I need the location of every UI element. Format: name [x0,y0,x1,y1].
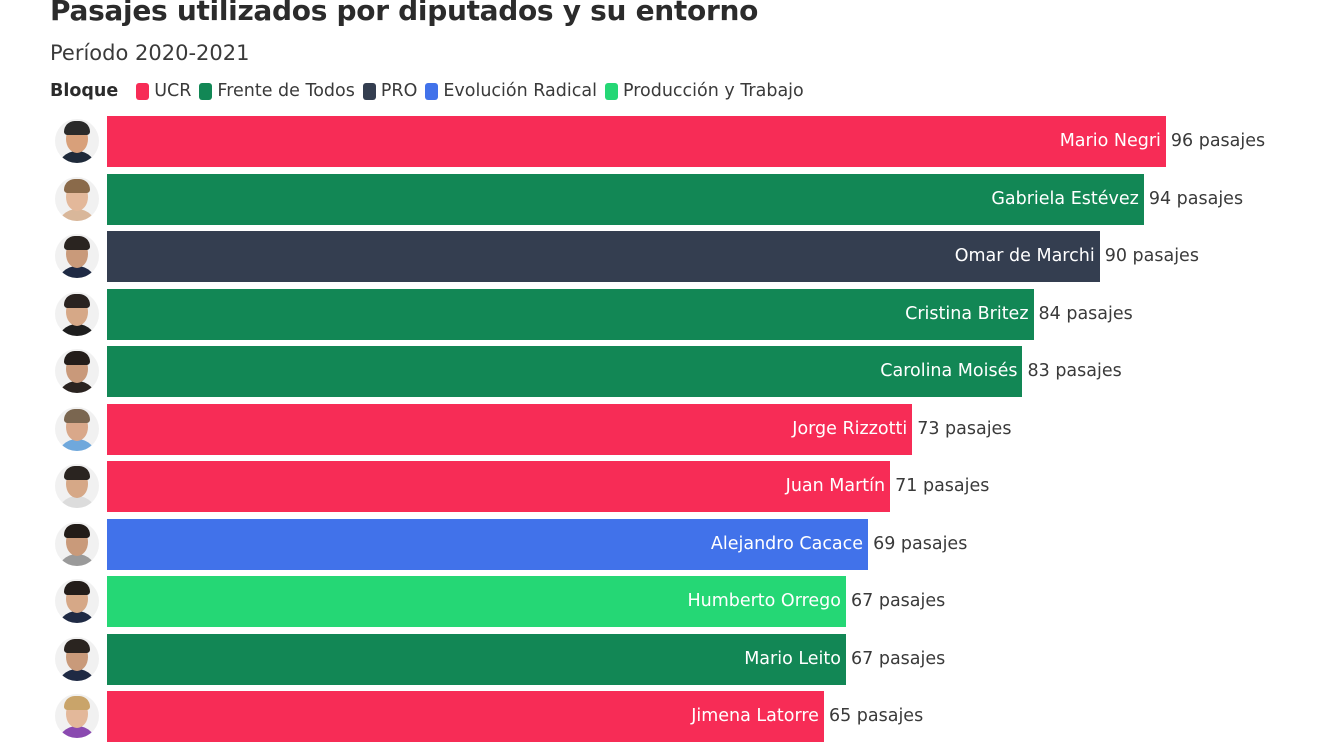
avatar-hair [64,351,90,365]
legend-swatch [199,82,213,100]
avatar-hair [64,178,90,193]
avatar-photo [55,636,99,681]
avatar-body [57,381,97,393]
bar-row: Mario Leito 67 pasajes [0,633,1330,685]
bar: Jimena Latorre [107,691,824,742]
bar-name-label: Omar de Marchi [954,246,1095,266]
avatar-photo [55,119,99,163]
legend-label: PRO [380,81,418,101]
bar-value-label: 71 pasajes [895,476,990,496]
bar-value-label: 83 pasajes [1027,361,1122,381]
bar-name-label: Carolina Moisés [880,361,1018,381]
avatar-photo [55,234,99,278]
bar-name-label: Mario Negri [1059,131,1161,151]
bar: Mario Negri [107,116,1166,167]
bar-value-label: 96 pasajes [1170,131,1266,151]
bar: Gabriela Estévez [107,173,1144,225]
legend-label: Frente de Todos [217,81,355,101]
avatar-photo [55,291,99,336]
avatar-photo [55,464,99,508]
bar: Carolina Moisés [107,346,1023,397]
avatar-hair [64,466,90,480]
bar-name-label: Cristina Britez [905,303,1029,324]
avatar-body [57,553,97,566]
bar-row: Omar de Marchi 90 pasajes [0,231,1330,282]
avatar-hair [64,523,90,538]
avatar-body [57,438,97,451]
bar-name-label: Gabriela Estévez [991,188,1139,209]
bar-row: Alejandro Cacace 69 pasajes [0,518,1330,570]
bar: Juan Martín [107,461,891,512]
bar-value-label: 67 pasajes [851,591,946,611]
avatar-body [57,323,97,336]
bar-row: Jimena Latorre 65 pasajes [0,691,1330,742]
bar-name-label: Juan Martín [785,476,886,496]
avatar-body [57,151,97,163]
legend-swatch [425,82,439,100]
avatar-body [57,726,97,738]
avatar-photo [55,579,99,623]
bar-name-label: Alejandro Cacace [710,533,864,554]
legend-item-evolucion-radical: Evolución Radical [425,81,597,101]
avatar-photo [55,521,99,566]
avatar-hair [64,408,90,423]
legend-title: Bloque [50,81,119,101]
avatar-hair [64,696,90,710]
avatar-body [57,611,97,623]
legend-swatch [604,82,618,100]
bar-name-label: Mario Leito [744,648,841,669]
bar-value-label: 73 pasajes [917,418,1012,439]
legend-swatch [136,82,150,100]
legend-label: Evolución Radical [443,81,597,101]
bar-row: Juan Martín 71 pasajes [0,461,1330,512]
legend-swatch [362,82,376,100]
legend-item-ucr: UCR [136,81,191,101]
bar-name-label: Jorge Rizzotti [792,418,908,439]
bar-value-label: 94 pasajes [1148,188,1244,209]
avatar-photo [55,694,99,738]
bar-value-label: 67 pasajes [851,648,946,669]
bar: Humberto Orrego [107,576,846,627]
bar-name-label: Humberto Orrego [687,591,841,611]
avatar-hair [64,638,90,653]
legend-label: Producción y Trabajo [622,81,804,101]
chart-title: Pasajes utilizados por diputados y su en… [50,0,759,27]
avatar-body [57,496,97,508]
legend-label: UCR [154,81,192,101]
legend: Bloque UCR Frente de Todos PRO Evolución… [50,80,812,102]
avatar-hair [64,236,90,250]
bar-row: Humberto Orrego 67 pasajes [0,576,1330,627]
avatar-hair [64,293,90,308]
bar-row: Carolina Moisés 83 pasajes [0,346,1330,397]
bar-row: Cristina Britez 84 pasajes [0,288,1330,340]
avatar-body [57,266,97,278]
avatar-body [57,208,97,221]
bar-row: Mario Negri 96 pasajes [0,116,1330,167]
avatar-photo [55,406,99,451]
avatar-photo [55,349,99,393]
avatar-hair [64,581,90,595]
bar: Cristina Britez [107,288,1034,340]
bar: Omar de Marchi [107,231,1100,282]
bar: Jorge Rizzotti [107,403,913,455]
bar-row: Gabriela Estévez 94 pasajes [0,173,1330,225]
avatar-body [57,668,97,681]
legend-item-produccion-y-trabajo: Producción y Trabajo [604,81,804,101]
bar-value-label: 69 pasajes [873,533,968,554]
bar-value-label: 65 pasajes [828,706,924,726]
bar-row: Jorge Rizzotti 73 pasajes [0,403,1330,455]
avatar-hair [64,121,90,135]
bar: Mario Leito [107,633,846,685]
legend-item-pro: PRO [362,81,418,101]
bar-value-label: 84 pasajes [1038,303,1133,324]
bar-value-label: 90 pasajes [1104,246,1199,266]
avatar-photo [55,176,99,221]
legend-item-frente-de-todos: Frente de Todos [199,81,355,101]
bar: Alejandro Cacace [107,518,869,570]
chart-subtitle: Período 2020-2021 [50,41,250,65]
bar-name-label: Jimena Latorre [691,706,819,726]
